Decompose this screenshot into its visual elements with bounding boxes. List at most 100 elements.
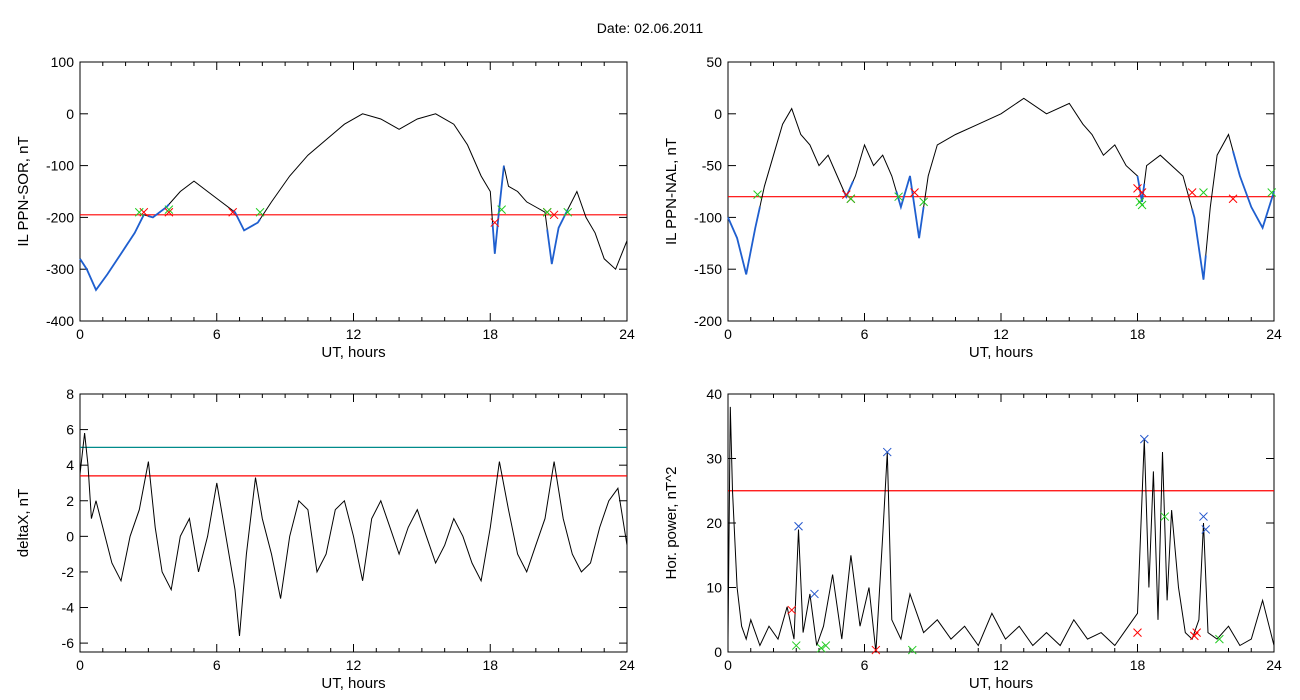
sor-start-marker xyxy=(549,210,559,220)
sor-disturbed-segment xyxy=(491,165,505,254)
nal-end-marker xyxy=(753,190,762,199)
sor-y-tick-label: -200 xyxy=(46,209,74,225)
nal-start-marker xyxy=(910,188,919,197)
power-end-marker xyxy=(1160,512,1170,521)
power-start-marker xyxy=(1133,628,1142,638)
power-start-marker xyxy=(871,645,881,655)
deltax-y-tick-label: 2 xyxy=(66,493,74,509)
deltax-y-tick-label: -2 xyxy=(62,564,75,580)
deltax-series-line xyxy=(79,433,628,637)
power-x-tick-label: 6 xyxy=(861,657,869,673)
power-end-marker xyxy=(907,645,917,655)
figure-title: Date: 02.06.2011 xyxy=(596,20,704,36)
nal-end-marker xyxy=(894,192,903,202)
sor-end-marker xyxy=(164,205,174,214)
deltax-x-tick-label: 18 xyxy=(482,657,498,673)
nal-y-tick-label: -100 xyxy=(694,209,722,225)
nal-x-axis-title: UT, hours xyxy=(969,344,1033,361)
power-peak-marker xyxy=(1201,525,1211,534)
sor-y-axis-title: IL PPN-SOR, nT xyxy=(15,136,32,246)
deltax-y-tick-label: 6 xyxy=(66,422,74,438)
nal-x-tick-label: 18 xyxy=(1130,326,1146,342)
deltax-y-axis-title: deltaX, nT xyxy=(15,489,32,557)
deltax-plot-frame xyxy=(79,393,628,653)
power-end-marker xyxy=(821,641,831,650)
sor-end-marker xyxy=(542,207,552,217)
nal-end-marker xyxy=(1199,188,1208,197)
sor-plot-frame xyxy=(79,61,628,322)
nal-y-tick-label: -150 xyxy=(694,261,722,277)
power-peak-marker xyxy=(794,521,803,531)
sor-start-marker xyxy=(164,207,174,217)
nal-y-tick-label: 0 xyxy=(714,106,722,122)
sor-x-tick-label: 18 xyxy=(482,326,498,342)
sor-start-marker xyxy=(139,207,149,217)
deltax-x-tick-label: 6 xyxy=(213,657,221,673)
deltax-y-tick-label: 4 xyxy=(66,457,74,473)
nal-disturbed-segment xyxy=(1232,150,1275,231)
nal-end-marker xyxy=(1267,188,1277,197)
sor-y-tick-label: -100 xyxy=(46,158,74,174)
deltax-y-tick-label: 8 xyxy=(66,386,74,402)
nal-y-tick-label: 50 xyxy=(706,54,722,70)
nal-disturbed-segment xyxy=(1136,175,1146,203)
power-x-tick-label: 0 xyxy=(724,657,732,673)
power-plot-frame xyxy=(727,393,1275,653)
power-y-tick-label: 20 xyxy=(706,515,722,531)
sor-end-marker xyxy=(134,207,144,217)
power-start-marker xyxy=(1192,628,1202,638)
power-peak-marker xyxy=(1199,512,1208,521)
deltax-y-tick-label: -6 xyxy=(62,635,75,651)
power-y-axis-title: Hor. power, nT^2 xyxy=(663,467,680,580)
nal-end-marker xyxy=(846,194,856,204)
nal-disturbed-segment xyxy=(727,206,761,275)
sor-end-marker xyxy=(497,205,506,214)
deltax-x-tick-label: 0 xyxy=(76,657,84,673)
sor-x-tick-label: 0 xyxy=(76,326,84,342)
sor-x-tick-label: 6 xyxy=(213,326,221,342)
sor-end-marker xyxy=(563,207,573,217)
nal-start-marker xyxy=(1187,188,1197,197)
power-x-tick-label: 12 xyxy=(993,657,1009,673)
power-end-marker xyxy=(816,643,826,653)
nal-end-marker xyxy=(919,197,929,207)
power-peak-marker xyxy=(882,447,892,457)
nal-x-tick-label: 12 xyxy=(993,326,1009,342)
sor-y-tick-label: -400 xyxy=(46,313,74,329)
sor-disturbed-segment xyxy=(148,203,170,219)
nal-y-tick-label: -200 xyxy=(694,313,722,329)
nal-start-marker xyxy=(1137,188,1147,197)
deltax-x-axis-title: UT, hours xyxy=(321,675,385,692)
nal-end-marker xyxy=(1137,200,1147,210)
sor-end-marker xyxy=(255,207,265,217)
deltax-y-tick-label: 0 xyxy=(66,528,74,544)
nal-series-line xyxy=(727,97,1275,280)
sor-disturbed-segment xyxy=(232,209,261,232)
power-peak-marker xyxy=(1139,434,1149,444)
nal-x-tick-label: 6 xyxy=(861,326,869,342)
power-y-tick-label: 10 xyxy=(706,580,722,596)
power-y-tick-label: 0 xyxy=(714,644,722,660)
nal-x-tick-label: 24 xyxy=(1266,326,1282,342)
nal-disturbed-segment xyxy=(1191,208,1207,280)
power-y-tick-label: 40 xyxy=(706,386,722,402)
power-start-marker xyxy=(787,605,797,615)
sor-disturbed-segment xyxy=(546,209,569,265)
power-peak-marker xyxy=(810,589,819,599)
sor-x-tick-label: 24 xyxy=(619,326,635,342)
sor-y-tick-label: 100 xyxy=(51,54,75,70)
nal-y-tick-label: -50 xyxy=(702,158,722,174)
nal-start-marker xyxy=(1228,194,1238,204)
nal-y-axis-title: IL PPN-NAL, nT xyxy=(663,138,680,245)
sor-disturbed-segment xyxy=(79,214,145,292)
nal-x-tick-label: 0 xyxy=(724,326,732,342)
deltax-x-tick-label: 12 xyxy=(346,657,362,673)
power-x-axis-title: UT, hours xyxy=(969,675,1033,692)
sor-series-line xyxy=(79,113,628,291)
deltax-y-tick-label: -4 xyxy=(62,600,75,616)
nal-disturbed-segment xyxy=(895,175,925,239)
sor-y-tick-label: -300 xyxy=(46,261,74,277)
sor-start-marker xyxy=(490,218,500,227)
power-x-tick-label: 18 xyxy=(1130,657,1146,673)
